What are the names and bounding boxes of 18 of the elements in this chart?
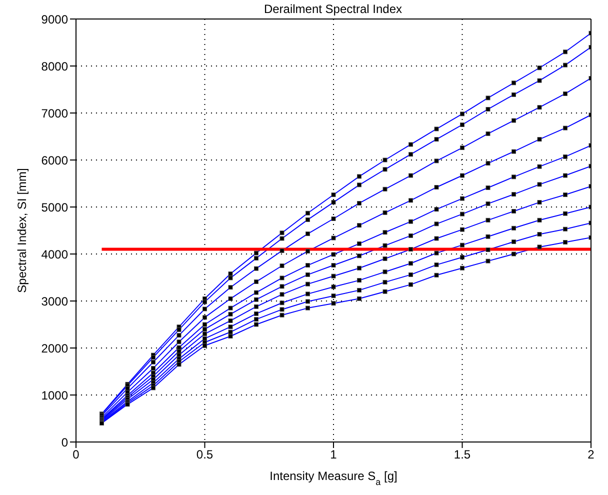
y-axis-title: Spectral Index, SI [mm]: [15, 168, 29, 293]
y-tick-label: 0: [61, 435, 68, 450]
y-tick-label: 5000: [41, 200, 68, 214]
x-tick-label: 1.5: [454, 448, 471, 462]
y-tick-label: 6000: [41, 153, 68, 168]
y-tick-label: 3000: [41, 294, 68, 308]
chart-title: Derailment Spectral Index: [262, 2, 404, 16]
y-tick-label: 4000: [41, 247, 68, 262]
x-tick-label: 1: [330, 448, 338, 462]
y-tick-label: 7000: [41, 106, 68, 120]
x-tick-label: 0.5: [196, 448, 214, 462]
x-tick-label: 0: [72, 448, 80, 462]
y-tick-label: 2000: [41, 341, 68, 356]
x-tick-label: 2: [588, 448, 595, 462]
x-axis-title: Intensity Measure S$_{a}$ [g]: [270, 469, 398, 487]
y-tick-label: 1000: [41, 388, 68, 402]
y-tick-label: 9000: [41, 12, 68, 26]
y-tick-label: 8000: [41, 59, 68, 74]
